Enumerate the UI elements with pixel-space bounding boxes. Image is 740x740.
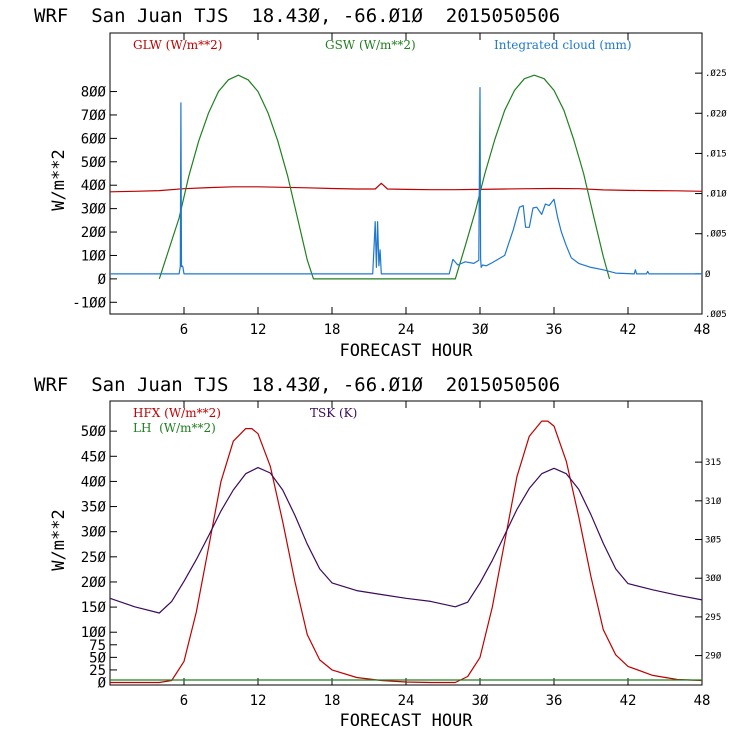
y2-tick-label: .ØØ5	[705, 309, 727, 320]
y-tick-label: 25Ø	[81, 550, 107, 566]
y-tick-label: 3ØØ	[81, 525, 107, 541]
y2-tick-label: .Ø1Ø	[705, 189, 727, 200]
chart-title: WRF San Juan TJS 18.43Ø, -66.Ø1Ø 2015050…	[34, 374, 560, 396]
legend-tsk: TSK (K)	[310, 406, 357, 420]
y-tick-label: 5ØØ	[81, 155, 107, 171]
series-line-gsw	[158, 74, 611, 280]
y-tick-label: 4ØØ	[81, 178, 107, 194]
x-axis-label: FORECAST HOUR	[339, 341, 473, 361]
y-tick-label: 8ØØ	[81, 85, 107, 101]
y2-tick-label: 29Ø	[705, 651, 722, 662]
y-tick-label: 2ØØ	[81, 575, 107, 591]
x-tick-label: 36	[546, 322, 563, 338]
x-axis-label: FORECAST HOUR	[339, 711, 473, 731]
x-tick-label: 48	[694, 322, 711, 338]
y-tick-label: 1ØØ	[81, 248, 107, 264]
y-tick-label: 5Ø	[89, 650, 106, 666]
series-line-tsk	[109, 467, 703, 614]
x-axis: 6 12 18 24 3Ø 36 42 48	[180, 401, 711, 709]
series-lines	[109, 420, 703, 684]
legend-gsw: GSW (W/m**2)	[325, 38, 416, 52]
y2-tick-label: Ø	[705, 269, 711, 280]
chart-title: WRF San Juan TJS 18.43Ø, -66.Ø1Ø 2015050…	[34, 5, 560, 27]
x-tick-label: 18	[324, 322, 341, 338]
x-axis: 6 12 18 24 3Ø 36 42 48	[180, 33, 711, 338]
x-tick-label: 6	[180, 693, 188, 709]
y-axis-right: .ØØ5 Ø .ØØ5 .Ø1Ø .Ø15 .Ø2Ø .Ø25	[695, 68, 727, 320]
y-axis-label: W/m**2	[49, 149, 69, 210]
series-line-glw	[109, 182, 703, 193]
x-tick-label: 42	[620, 322, 637, 338]
y-tick-label: 7ØØ	[81, 108, 107, 124]
x-tick-label: 3Ø	[472, 693, 489, 709]
x-tick-label: 12	[250, 693, 267, 709]
y-tick-label: 15Ø	[81, 600, 107, 616]
x-tick-label: 3Ø	[472, 322, 489, 338]
y2-tick-label: 3Ø5	[705, 535, 721, 546]
y2-tick-label: .Ø25	[705, 68, 727, 79]
y-tick-label: Ø	[98, 272, 107, 288]
x-tick-label: 42	[620, 693, 637, 709]
y2-tick-label: .Ø15	[705, 148, 727, 159]
y-tick-label: 75	[89, 638, 106, 654]
x-tick-label: 24	[398, 322, 415, 338]
y-tick-label: Ø	[98, 675, 107, 691]
series-line-hfx	[110, 420, 703, 684]
y-tick-label: 5ØØ	[81, 424, 107, 440]
x-tick-label: 6	[180, 322, 188, 338]
y-tick-label: -1ØØ	[72, 295, 106, 311]
legend-hfx: HFX (W/m**2)	[133, 406, 221, 420]
legend-cloud: Integrated cloud (mm)	[494, 38, 632, 52]
y2-tick-label: 3ØØ	[705, 573, 722, 584]
legend-lh: LH (W/m**2)	[133, 421, 216, 435]
y-tick-label: 1ØØ	[81, 625, 107, 641]
y-axis-right: 29Ø 295 3ØØ 3Ø5 31Ø 315	[695, 458, 722, 662]
plot-frame	[109, 400, 703, 686]
bottom-panel: WRF San Juan TJS 18.43Ø, -66.Ø1Ø 2015050…	[34, 374, 722, 731]
top-panel: WRF San Juan TJS 18.43Ø, -66.Ø1Ø 2015050…	[34, 5, 727, 361]
x-tick-label: 48	[694, 693, 711, 709]
y2-tick-label: 31Ø	[705, 496, 722, 507]
y-tick-label: 2ØØ	[81, 225, 107, 241]
y-axis-label: W/m**2	[49, 509, 69, 570]
series-lines	[109, 74, 703, 280]
y-tick-label: 3ØØ	[81, 202, 107, 218]
y-tick-label: 35Ø	[81, 500, 107, 516]
y2-tick-label: .ØØ5	[705, 229, 727, 240]
y-tick-label: 6ØØ	[81, 131, 107, 147]
y-tick-label: 45Ø	[81, 449, 107, 465]
y-tick-label: 4ØØ	[81, 474, 107, 490]
y2-tick-label: .Ø2Ø	[705, 108, 727, 119]
y2-tick-label: 295	[705, 613, 721, 623]
y-tick-label: 25	[89, 663, 106, 679]
x-tick-label: 24	[398, 693, 415, 709]
legend-glw: GLW (W/m**2)	[133, 38, 222, 52]
x-tick-label: 36	[546, 693, 563, 709]
x-tick-label: 18	[324, 693, 341, 709]
series-line-integrated	[110, 86, 702, 275]
y2-tick-label: 315	[705, 458, 721, 468]
y-axis-left: -1ØØ Ø 1ØØ 2ØØ 3ØØ 4ØØ 5ØØ 6ØØ 7ØØ 8ØØ	[72, 85, 117, 311]
x-tick-label: 12	[250, 322, 267, 338]
